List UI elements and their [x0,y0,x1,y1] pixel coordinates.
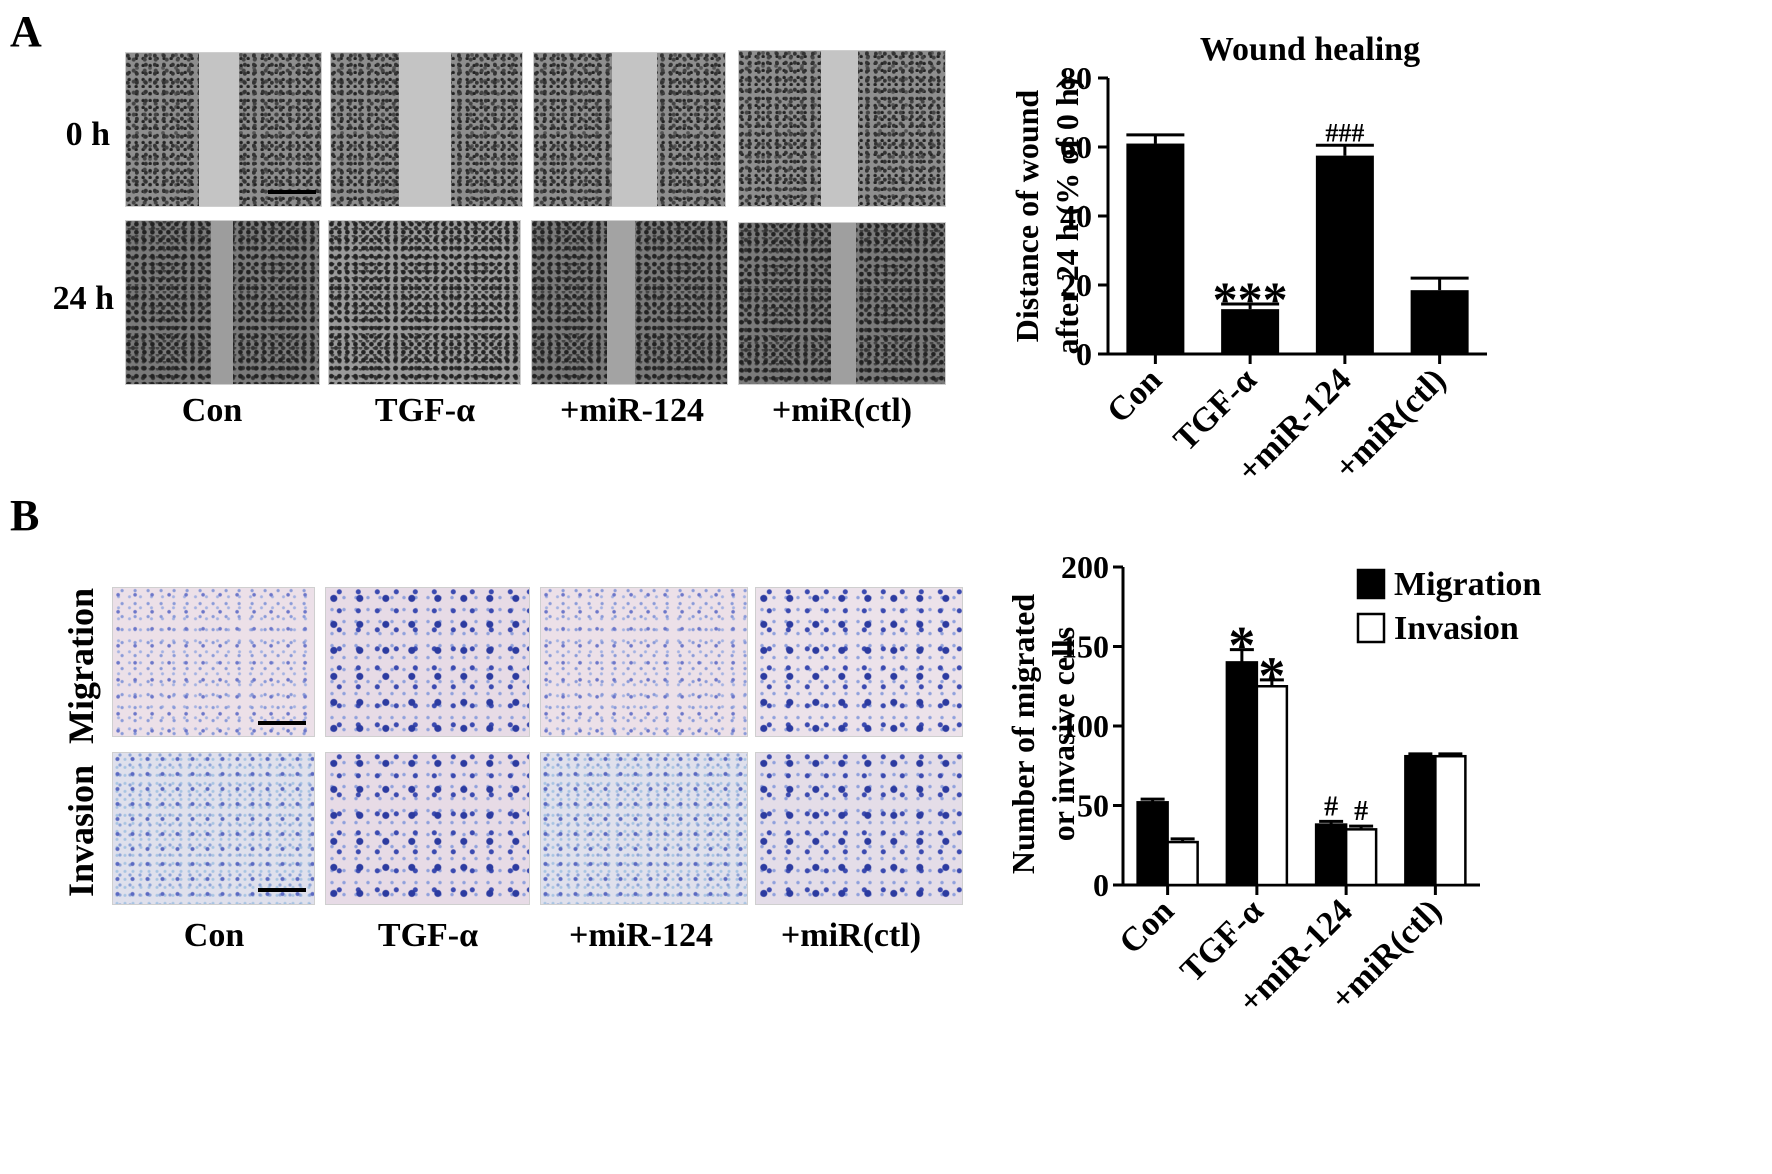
col-label-con: Con [181,392,243,429]
y-tick-label: 60 [1060,129,1092,165]
transwell-image-mir124-migration [540,587,748,737]
scale-bar [268,190,316,194]
wound-image-mirctl-24h [738,222,946,385]
row-label-migration: Migration [61,588,101,744]
col-label-con-b: Con [183,917,245,954]
wound-image-mir124-0h [533,52,726,207]
transwell-image-mirctl-invasion [755,752,963,905]
wound-image-tgf-24h [328,220,521,385]
col-label-mirctl: +miR(ctl) [771,392,913,429]
transwell-image-mir124-invasion [540,752,748,905]
y-tick-label: 80 [1060,60,1092,96]
y-axis-label-line1: Distance of wound [1009,90,1045,343]
y-tick-label: 100 [1061,708,1109,744]
wound-healing-chart: 0 20 40 60 80 Wound healing Distance of wound a… [1009,31,1487,490]
y-axis-label-line2: or invasive cells [1045,627,1081,842]
x-tick-label: Con [1100,361,1169,430]
transwell-image-tgf-migration [325,587,530,737]
wound-image-tgf-0h [330,52,523,207]
wound-image-con-0h [125,52,322,207]
significance-2: ### [1325,118,1364,147]
legend-label-migration: Migration [1394,566,1541,603]
col-label-tgf-b: TGF-α [377,917,479,954]
significance-invasion-2: # [1354,796,1368,827]
wound-image-mir124-24h [531,220,728,385]
y-tick-label: 200 [1061,549,1109,585]
transwell-image-tgf-invasion [325,752,530,905]
col-label-tgf: TGF-α [374,392,476,429]
y-tick-label: 0 [1076,336,1092,372]
y-tick-label: 40 [1060,198,1092,234]
legend-label-invasion: Invasion [1394,610,1519,647]
y-tick-label: 150 [1061,629,1109,665]
bar-invasion-0 [1166,840,1199,887]
bar-migration-0 [1136,801,1169,887]
significance-migration-1: * [1228,616,1255,676]
bar-0 [1126,143,1185,354]
row-label-0h: 0 h [65,116,110,153]
transwell-image-con-invasion [112,752,315,905]
y-axis-label-line2: after 24 h (% of 0 h) [1049,78,1085,355]
migration-invasion-chart: 0 50 100 150 200 Number of migrated or invasiv… [1005,549,1541,1021]
bar-invasion-3 [1434,754,1467,887]
y-axis-label-line1: Number of migrated [1005,594,1041,874]
bar-1 [1221,309,1280,354]
panel-b-letter: B [10,491,40,540]
bar-2 [1315,155,1374,354]
legend-swatch-migration [1356,568,1386,600]
legend-swatch-invasion [1356,612,1386,644]
bar-invasion-1 [1255,685,1289,887]
bar-migration-1 [1225,661,1259,887]
col-label-mir124-b: +miR-124 [568,917,714,954]
significance-migration-2: # [1324,791,1338,822]
chart-title: Wound healing [1200,31,1420,68]
bar-migration-3 [1404,754,1437,887]
y-tick-label: 50 [1077,788,1109,824]
transwell-image-con-migration [112,587,315,737]
bar-3 [1410,290,1469,354]
scale-bar [258,888,306,892]
y-tick-label: 0 [1093,867,1109,903]
row-label-24h: 24 h [52,280,114,317]
wound-image-mirctl-0h [738,50,946,207]
wound-image-con-24h [125,220,320,385]
significance-invasion-1: * [1258,646,1285,706]
row-label-invasion: Invasion [61,764,101,898]
x-tick-label: Con [1112,892,1181,961]
bar-invasion-2 [1344,828,1378,887]
y-tick-label: 20 [1060,267,1092,303]
col-label-mir124: +miR-124 [559,392,705,429]
panel-a-letter: A [10,7,42,56]
bar-migration-2 [1314,823,1348,887]
transwell-image-mirctl-migration [755,587,963,737]
scale-bar [258,721,306,725]
col-label-mirctl-b: +miR(ctl) [780,917,922,954]
significance-1: *** [1213,271,1288,327]
